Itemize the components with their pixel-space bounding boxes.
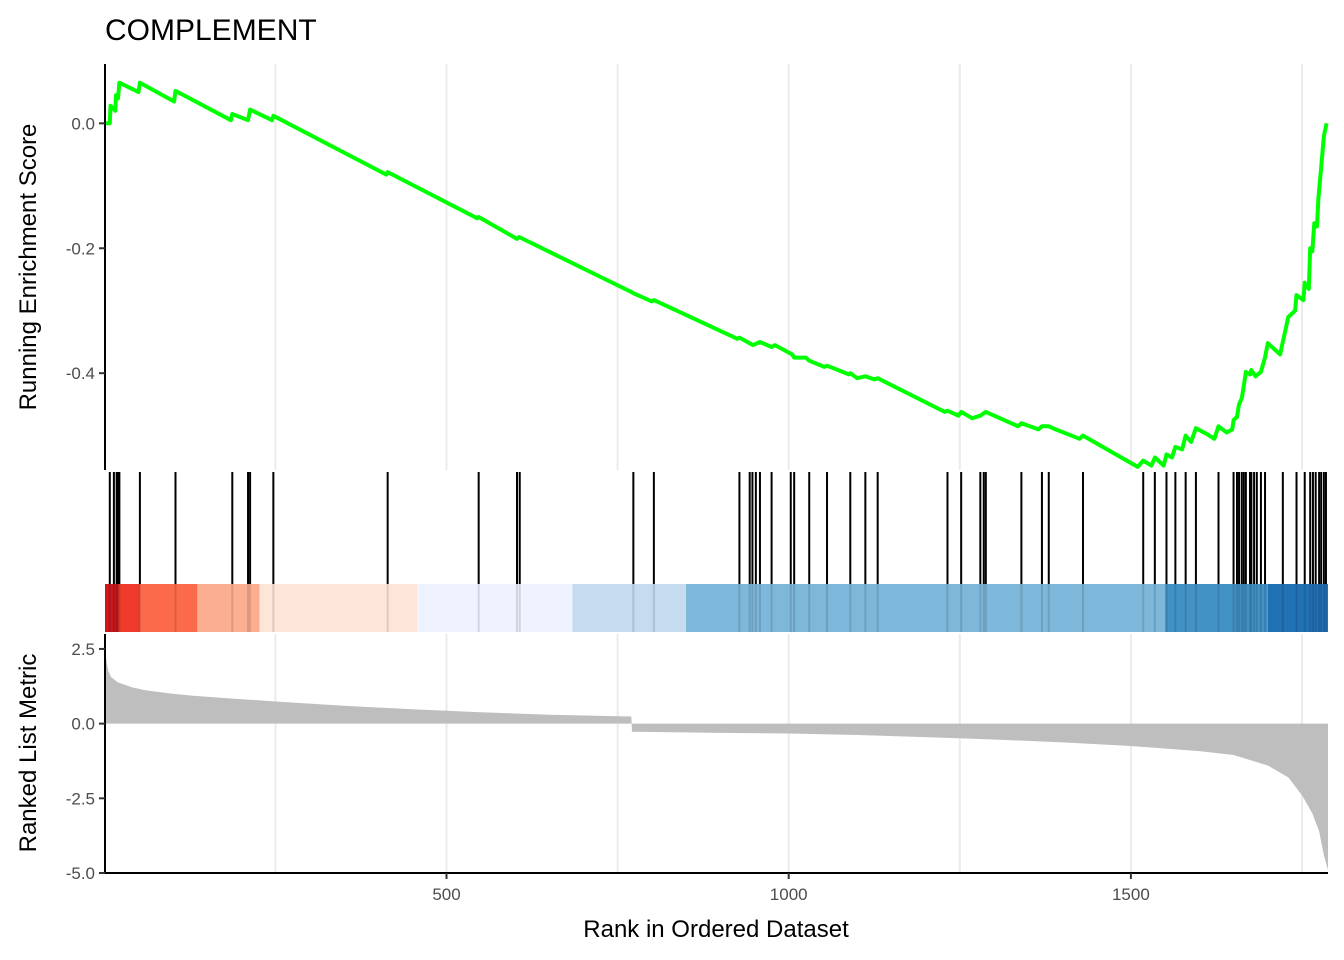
y-tick-label-bottom: -5.0 <box>66 864 95 883</box>
x-tick-label: 500 <box>432 885 460 904</box>
x-tick-label: 1500 <box>1112 885 1150 904</box>
color-band-panel <box>105 584 1328 632</box>
y-axis-title-bottom: Ranked List Metric <box>15 654 42 853</box>
color-band <box>1165 584 1268 632</box>
running-score-panel <box>105 80 1329 469</box>
grid-top <box>274 64 1303 470</box>
y-tick-label-top: -0.4 <box>66 364 95 383</box>
grid-bottom <box>274 634 1303 873</box>
color-band <box>105 584 119 632</box>
y-tick-label-bottom: 0.0 <box>71 715 95 734</box>
axes: 0.0 -0.2 -0.4 2.5 0.0 -2.5 -5.0 500 1000 1500 <box>66 64 1328 904</box>
y-axis-title-top: Running Enrichment Score <box>15 124 42 411</box>
ranked-metric-area <box>105 641 1328 870</box>
y-tick-label-bottom: 2.5 <box>71 640 95 659</box>
chart-title: COMPLEMENT <box>105 14 317 47</box>
color-band <box>139 584 198 632</box>
y-tick-label-top: -0.2 <box>66 239 95 258</box>
color-band <box>417 584 573 632</box>
y-tick-label-bottom: -2.5 <box>66 789 95 808</box>
color-band <box>259 584 418 632</box>
color-band <box>1267 584 1328 632</box>
ranked-metric-panel <box>105 641 1328 870</box>
x-axis-title: Rank in Ordered Dataset <box>583 916 849 943</box>
color-band <box>686 584 1166 632</box>
color-band <box>572 584 687 632</box>
color-band <box>197 584 260 632</box>
running-score-line <box>105 80 1329 469</box>
hits-panel <box>108 472 1327 584</box>
color-band <box>118 584 140 632</box>
x-tick-label: 1000 <box>770 885 808 904</box>
y-tick-label-top: 0.0 <box>71 114 95 133</box>
